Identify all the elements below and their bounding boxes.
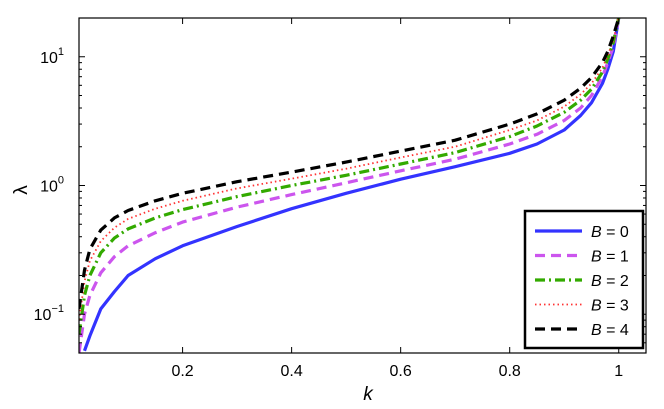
series-line-4 [79,18,621,310]
series-line-2 [79,18,621,335]
legend-label-1: B = 1 [591,249,629,266]
x-tick-label-1: 0.4 [281,363,303,380]
y-tick-exponent-0: −1 [51,303,64,315]
y-tick-label-1: 100 [40,175,64,196]
legend-var-4: B [591,322,602,339]
legend-label-4: B = 4 [591,322,629,339]
x-tick-label-4: 1 [614,363,623,380]
legend-label-0: B = 0 [591,224,629,241]
legend-value-0: = 0 [602,224,629,241]
legend-var-3: B [591,298,602,315]
x-axis-label: k [363,384,374,405]
x-tick-label-0: 0.2 [171,363,193,380]
legend-label-2: B = 2 [591,273,629,290]
legend-value-1: = 1 [602,249,629,266]
x-axis: 0.2 0.4 0.6 0.8 1 [171,18,623,380]
legend-var-1: B [591,249,602,266]
legend-label-3: B = 3 [591,298,629,315]
series-layer [79,18,621,353]
y-tick-label-0: 10−1 [34,303,64,324]
series-line-3 [79,18,620,321]
legend-var-0: B [591,224,602,241]
x-tick-label-3: 0.8 [499,363,521,380]
series-line-1 [79,18,621,353]
legend-value-3: = 3 [602,298,629,315]
y-tick-exponent-1: 0 [58,175,64,187]
legend: B = 0B = 1B = 2B = 3B = 4 [523,209,645,350]
x-tick-label-2: 0.6 [390,363,412,380]
legend-var-2: B [591,273,602,290]
legend-value-4: = 4 [602,322,629,339]
y-axis-label: λ [11,185,32,195]
y-tick-label-2: 101 [40,46,64,67]
series-line-0 [82,18,621,352]
legend-value-2: = 2 [602,273,629,290]
y-tick-exponent-2: 1 [58,46,64,58]
